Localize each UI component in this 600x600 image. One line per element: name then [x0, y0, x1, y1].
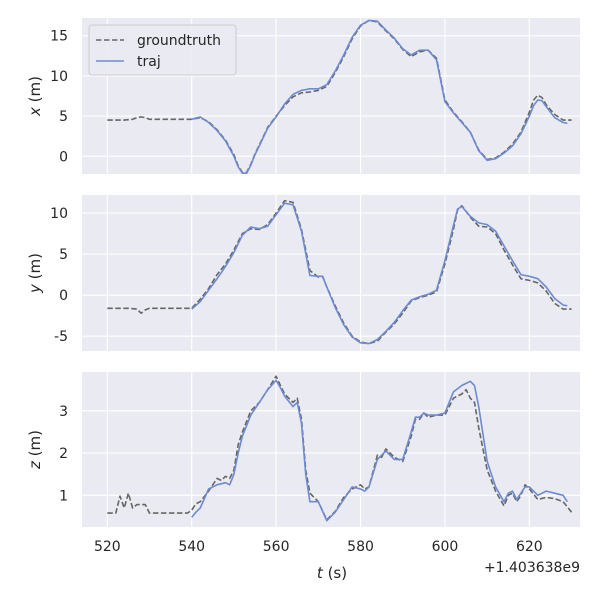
y-tick-label: 5 [59, 109, 68, 125]
x-tick-label: 580 [347, 539, 374, 555]
plot-area [82, 372, 580, 527]
legend: groundtruth traj [88, 24, 237, 76]
x-tick-label: 560 [263, 539, 290, 555]
groundtruth-line [107, 375, 573, 521]
legend-entry-label: groundtruth [137, 33, 221, 49]
y-tick-label: 10 [50, 69, 68, 85]
y-tick-label: 10 [50, 206, 68, 222]
y-tick-label: 3 [59, 404, 68, 420]
y-position-panel: -5 0 5 10 y (m) [26, 195, 580, 351]
x-tick-label: 520 [94, 539, 121, 555]
y-tick-label: 1 [59, 488, 68, 504]
y-tick-label: 0 [59, 288, 68, 304]
plot-area [82, 195, 580, 351]
y-axis-label: z (m) [26, 430, 44, 470]
z-position-panel: 520 540 560 580 600 620 1 2 3 z (m) [26, 372, 580, 555]
x-tick-label: 620 [516, 539, 543, 555]
x-tick-label: 600 [432, 539, 459, 555]
legend-box [88, 24, 237, 76]
y-tick-label: 5 [59, 247, 68, 263]
y-tick-label: 15 [50, 29, 68, 45]
x-tick-label: 540 [178, 539, 205, 555]
y-axis-label: y (m) [26, 253, 44, 294]
traj-line [191, 202, 568, 345]
legend-entry-label: traj [137, 54, 161, 70]
y-axis-label: x (m) [26, 76, 44, 117]
traj-line [191, 379, 568, 522]
x-axis-offset-label: +1.403638e9 [484, 560, 580, 576]
traj-line [191, 19, 568, 174]
y-tick-label: 2 [59, 446, 68, 462]
x-axis-label: t (s) [317, 564, 347, 582]
y-tick-label: 0 [59, 149, 68, 165]
y-tick-label: -5 [54, 329, 68, 345]
